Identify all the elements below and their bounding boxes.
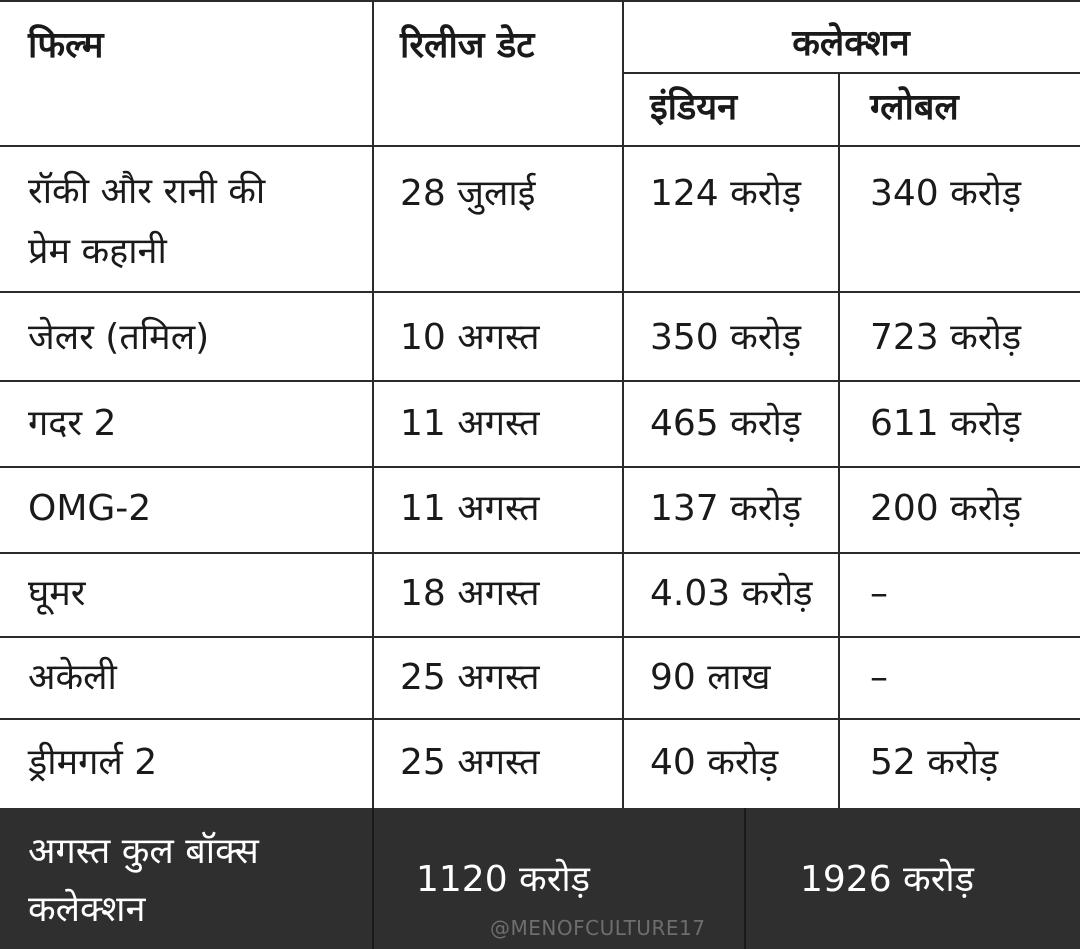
row-3-date: 11 अगस्त — [400, 403, 540, 444]
row-5-date: 18 अगस्त — [400, 573, 540, 614]
footer-separator-2 — [744, 808, 746, 949]
header-bottom-line — [0, 145, 1080, 147]
row-7-date: 25 अगस्त — [400, 742, 540, 783]
footer-separator-1 — [372, 808, 374, 949]
row-2-indian: 350 करोड़ — [650, 317, 802, 358]
col-line-2 — [622, 0, 624, 808]
row-4-film: OMG-2 — [28, 488, 152, 529]
row-line-5 — [0, 636, 1080, 638]
row-2-date: 10 अगस्त — [400, 317, 540, 358]
row-4-indian: 137 करोड़ — [650, 488, 802, 529]
row-4-global: 200 करोड़ — [870, 488, 1022, 529]
row-6-date: 25 अगस्त — [400, 657, 540, 698]
watermark: @MENOFCULTURE17 — [490, 916, 706, 940]
row-1-indian: 124 करोड़ — [650, 173, 802, 214]
row-line-3 — [0, 466, 1080, 468]
row-1-global: 340 करोड़ — [870, 173, 1022, 214]
row-1-film-line1: रॉकी और रानी की — [28, 171, 266, 212]
header-release-date: रिलीज डेट — [400, 25, 535, 66]
header-indian: इंडियन — [650, 87, 738, 128]
row-3-global: 611 करोड़ — [870, 403, 1022, 444]
col-line-3 — [838, 72, 840, 808]
table-top-border — [0, 0, 1080, 2]
row-5-film: घूमर — [28, 573, 86, 614]
row-line-2 — [0, 380, 1080, 382]
row-line-1 — [0, 291, 1080, 293]
footer-label-line1: अगस्त कुल बॉक्स — [28, 831, 259, 872]
row-6-indian: 90 लाख — [650, 657, 771, 698]
header-global: ग्लोबल — [870, 87, 959, 128]
row-1-film-line2: प्रेम कहानी — [28, 231, 167, 272]
footer-global-total: 1926 करोड़ — [800, 859, 975, 900]
row-line-4 — [0, 552, 1080, 554]
row-1-date: 28 जुलाई — [400, 173, 536, 214]
row-6-global: – — [870, 657, 888, 698]
row-7-indian: 40 करोड़ — [650, 742, 779, 783]
footer-indian-total: 1120 करोड़ — [416, 859, 591, 900]
header-film: फिल्म — [28, 25, 104, 66]
row-7-film: ड्रीमगर्ल 2 — [28, 742, 158, 783]
row-line-6 — [0, 718, 1080, 720]
total-footer: अगस्त कुल बॉक्स कलेक्शन 1120 करोड़ 1926 … — [0, 808, 1080, 949]
row-3-indian: 465 करोड़ — [650, 403, 802, 444]
col-line-1 — [372, 0, 374, 808]
row-2-global: 723 करोड़ — [870, 317, 1022, 358]
row-7-global: 52 करोड़ — [870, 742, 999, 783]
row-4-date: 11 अगस्त — [400, 488, 540, 529]
collection-subheader-line — [622, 72, 1080, 74]
row-3-film: गदर 2 — [28, 403, 117, 444]
row-5-indian: 4.03 करोड़ — [650, 573, 813, 614]
row-2-film: जेलर (तमिल) — [28, 317, 210, 358]
header-collection: कलेक्शन — [792, 23, 910, 64]
footer-label-line2: कलेक्शन — [28, 889, 146, 930]
row-5-global: – — [870, 573, 888, 614]
row-6-film: अकेली — [28, 657, 117, 698]
